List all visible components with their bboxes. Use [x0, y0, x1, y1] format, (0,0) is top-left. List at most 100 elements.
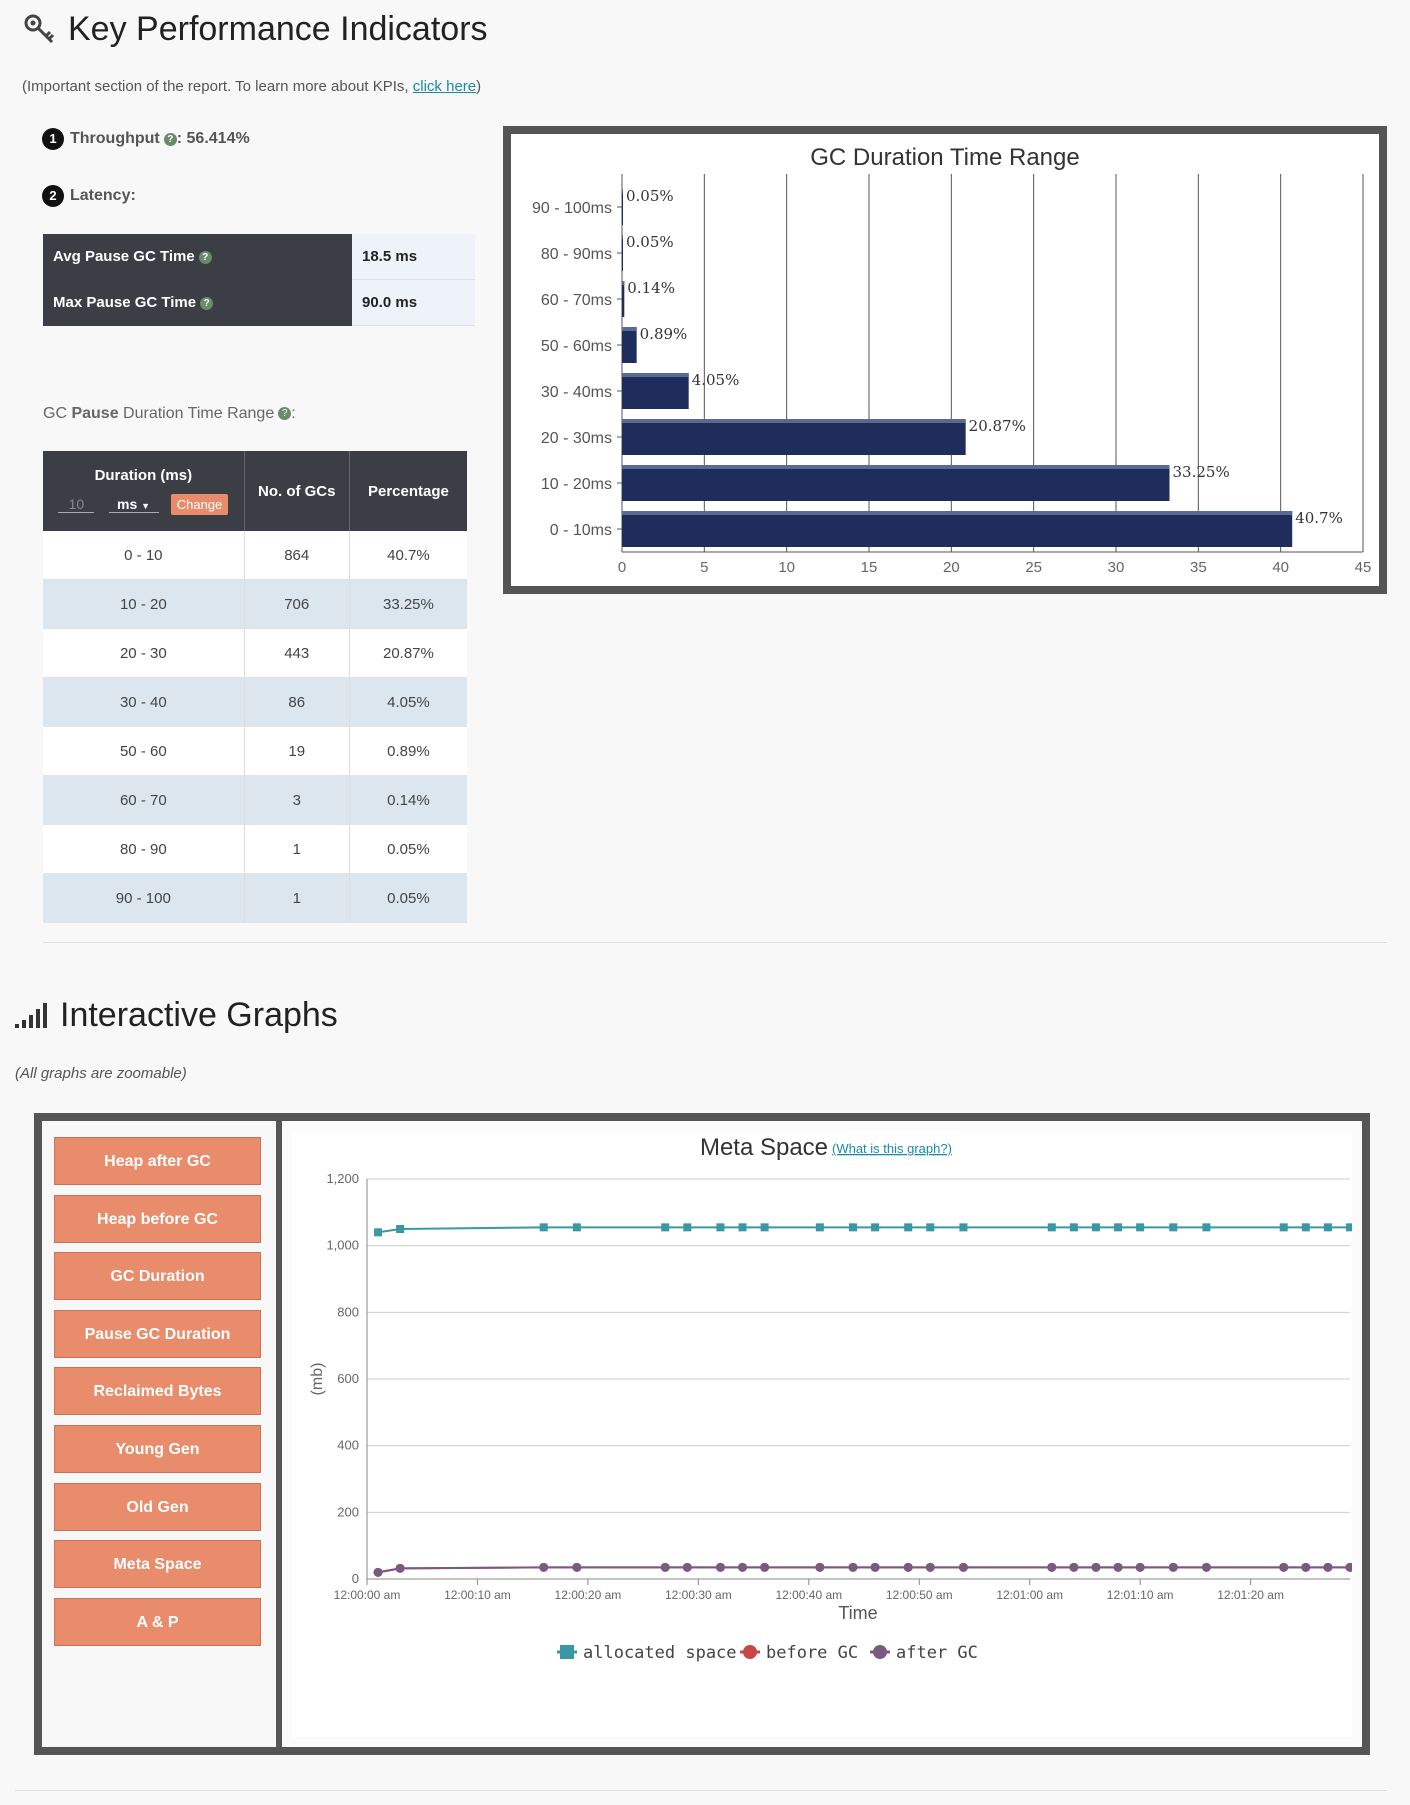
- data-point[interactable]: [760, 1562, 770, 1572]
- help-icon[interactable]: ?: [163, 132, 177, 146]
- y-category-label: 20 - 30ms: [541, 430, 612, 447]
- data-point[interactable]: [1345, 1562, 1353, 1572]
- data-point[interactable]: [1091, 1223, 1100, 1232]
- graph-button-a-p[interactable]: A & P: [54, 1597, 261, 1646]
- kpi-learn-more-link[interactable]: click here: [412, 78, 477, 95]
- data-point[interactable]: [1202, 1223, 1211, 1232]
- bar-highlight: [622, 235, 623, 239]
- y-tick-label: 800: [337, 1304, 359, 1319]
- data-point[interactable]: [903, 1562, 913, 1572]
- count-cell: 19: [244, 726, 350, 776]
- data-point[interactable]: [815, 1223, 824, 1232]
- bar[interactable]: [622, 465, 1170, 501]
- max-pause-label-text: Max Pause GC Time: [53, 294, 197, 311]
- data-point[interactable]: [395, 1563, 405, 1573]
- x-tick-label: 12:00:50 am: [886, 1588, 953, 1602]
- graph-button-meta-space[interactable]: Meta Space: [54, 1540, 261, 1589]
- graph-button-young-gen[interactable]: Young Gen: [54, 1425, 261, 1473]
- data-point[interactable]: [683, 1223, 692, 1232]
- data-point[interactable]: [958, 1562, 968, 1572]
- data-point[interactable]: [815, 1562, 825, 1572]
- data-point[interactable]: [1279, 1223, 1288, 1232]
- graph-button-pause-gc-duration[interactable]: Pause GC Duration: [54, 1309, 261, 1358]
- data-point[interactable]: [760, 1223, 769, 1232]
- data-point[interactable]: [1323, 1562, 1333, 1572]
- data-point[interactable]: [959, 1223, 968, 1232]
- data-point[interactable]: [848, 1562, 858, 1572]
- data-point[interactable]: [926, 1223, 935, 1232]
- data-point[interactable]: [925, 1562, 935, 1572]
- x-tick-label: 0: [618, 559, 626, 576]
- duration-cell: 80 - 90: [43, 824, 245, 874]
- data-point[interactable]: [1201, 1562, 1211, 1572]
- bar[interactable]: [622, 373, 689, 409]
- data-point[interactable]: [682, 1562, 692, 1572]
- data-point[interactable]: [374, 1228, 383, 1237]
- interval-input[interactable]: 10: [58, 496, 95, 513]
- data-point[interactable]: [1069, 1562, 1079, 1572]
- help-icon[interactable]: ?: [200, 296, 214, 310]
- bar[interactable]: [622, 327, 637, 363]
- graph-button-reclaimed-bytes[interactable]: Reclaimed Bytes: [54, 1367, 261, 1416]
- unit-select[interactable]: ms ▼: [108, 496, 159, 513]
- data-point[interactable]: [1279, 1562, 1289, 1572]
- data-point[interactable]: [1301, 1223, 1310, 1232]
- key-icon: [22, 12, 56, 51]
- what-is-this-graph-link[interactable]: (What is this graph?): [832, 1141, 952, 1156]
- gc-duration-chart[interactable]: GC Duration Time Range 0 5 10 15 20 25 30 35 40 45…: [511, 134, 1379, 586]
- data-point[interactable]: [1091, 1562, 1101, 1572]
- data-point[interactable]: [1323, 1223, 1332, 1232]
- pause-caption: GC Pause Duration Time Range?:: [43, 405, 296, 422]
- graph-button-old-gen[interactable]: Old Gen: [54, 1482, 261, 1531]
- help-icon[interactable]: ?: [278, 407, 292, 421]
- data-point[interactable]: [1301, 1562, 1311, 1572]
- data-point[interactable]: [1168, 1562, 1178, 1572]
- data-point[interactable]: [373, 1567, 383, 1577]
- bar[interactable]: [622, 511, 1293, 547]
- bar[interactable]: [622, 419, 966, 455]
- legend-entry[interactable]: allocated space: [583, 1643, 737, 1663]
- data-point[interactable]: [1136, 1223, 1145, 1232]
- count-cell: 443: [244, 628, 350, 678]
- data-point[interactable]: [870, 1562, 880, 1572]
- legend-entry[interactable]: before GC: [766, 1643, 858, 1663]
- data-point[interactable]: [1113, 1562, 1123, 1572]
- data-point[interactable]: [1069, 1223, 1078, 1232]
- data-point[interactable]: [396, 1225, 405, 1233]
- bar[interactable]: [622, 189, 623, 225]
- change-button[interactable]: Change: [170, 494, 229, 515]
- col-duration: Duration (ms) 10 ms ▼ Change: [43, 451, 245, 531]
- data-point[interactable]: [539, 1562, 549, 1572]
- data-point[interactable]: [715, 1562, 725, 1572]
- graphs-title: Interactive Graphs: [60, 996, 338, 1034]
- data-point[interactable]: [1047, 1562, 1057, 1572]
- data-point[interactable]: [1114, 1223, 1123, 1232]
- data-point[interactable]: [660, 1562, 670, 1572]
- bar-data-label: 33.25%: [1173, 463, 1230, 481]
- data-point[interactable]: [572, 1562, 582, 1572]
- data-point[interactable]: [1346, 1223, 1352, 1232]
- data-point[interactable]: [904, 1223, 913, 1232]
- data-point[interactable]: [871, 1223, 880, 1232]
- bar[interactable]: [622, 235, 623, 271]
- legend-entry[interactable]: after GC: [896, 1643, 978, 1663]
- graph-button-gc-duration[interactable]: GC Duration: [54, 1252, 261, 1301]
- bar[interactable]: [622, 281, 625, 317]
- count-cell: 1: [244, 824, 350, 874]
- percentage-cell: 33.25%: [349, 579, 467, 629]
- meta-space-chart[interactable]: Meta Space (What is this graph?) 0 200 400 60…: [292, 1131, 1352, 1737]
- help-icon[interactable]: ?: [198, 250, 212, 264]
- data-point[interactable]: [572, 1223, 581, 1232]
- data-point[interactable]: [738, 1562, 748, 1572]
- graph-button-heap-after-gc[interactable]: Heap after GC: [54, 1137, 261, 1185]
- data-point[interactable]: [1047, 1223, 1056, 1232]
- data-point[interactable]: [661, 1223, 670, 1232]
- data-point[interactable]: [738, 1223, 747, 1232]
- data-point[interactable]: [1135, 1562, 1145, 1572]
- data-point[interactable]: [1169, 1223, 1178, 1232]
- data-point[interactable]: [539, 1223, 548, 1232]
- data-point[interactable]: [848, 1223, 857, 1232]
- data-point[interactable]: [716, 1223, 725, 1232]
- graph-button-heap-before-gc[interactable]: Heap before GC: [54, 1194, 261, 1243]
- x-tick-label: 45: [1355, 559, 1372, 576]
